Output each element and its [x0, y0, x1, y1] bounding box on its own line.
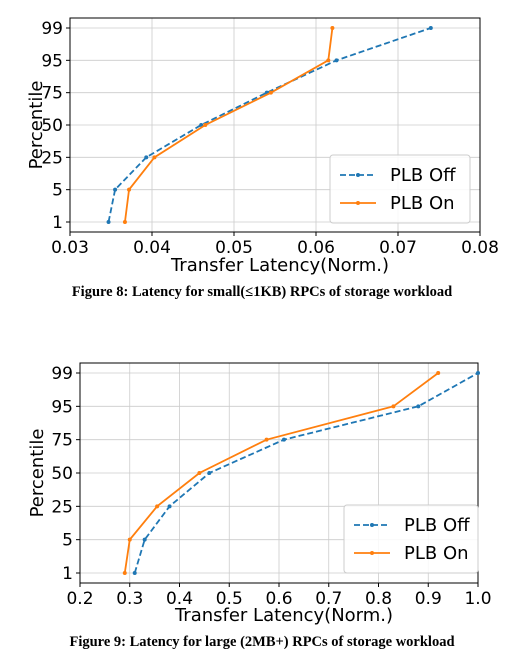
x-tick-label: 0.8	[365, 589, 392, 609]
x-tick-label: 0.05	[215, 238, 253, 258]
legend-label: PLB Off	[390, 165, 456, 186]
legend-label: PLB On	[404, 543, 469, 564]
data-point	[326, 58, 331, 63]
x-axis-label: Transfer Latency(Norm.)	[170, 255, 389, 276]
y-tick-label: 75	[51, 431, 73, 451]
data-point	[132, 571, 137, 575]
data-point	[155, 504, 160, 509]
data-point	[144, 155, 149, 160]
data-point	[391, 404, 396, 409]
y-tick-label: 1	[62, 564, 73, 584]
data-point	[122, 220, 127, 224]
data-point	[197, 471, 202, 475]
legend-marker	[356, 173, 360, 177]
legend: PLB Off PLB On	[329, 154, 471, 224]
data-point	[268, 90, 273, 95]
y-tick-label: 99	[41, 19, 63, 39]
x-tick-label: 0.4	[166, 589, 193, 609]
y-tick-label: 95	[41, 51, 63, 71]
figure-caption: Figure 8: Latency for small(≤1KB) RPCs o…	[72, 284, 452, 300]
x-tick-label: 0.06	[297, 238, 335, 258]
y-axis-label: Percentile	[27, 429, 48, 518]
data-point	[167, 504, 172, 509]
x-tick-label: 0.08	[461, 238, 499, 258]
data-point	[281, 437, 286, 442]
legend-label: PLB On	[390, 193, 455, 214]
y-tick-label: 25	[41, 148, 63, 168]
x-tick-label: 0.9	[415, 589, 442, 609]
data-point	[428, 26, 433, 30]
data-point	[127, 537, 132, 542]
y-tick-label: 50	[41, 116, 63, 136]
legend: PLB Off PLB On	[343, 504, 479, 574]
data-point	[122, 571, 127, 575]
data-point	[264, 437, 269, 442]
y-tick-label: 99	[51, 364, 73, 384]
x-tick-label: 0.2	[66, 589, 93, 609]
data-point	[416, 404, 421, 409]
x-tick-label: 0.03	[51, 238, 89, 258]
data-point	[203, 123, 208, 127]
legend-marker	[370, 551, 374, 555]
x-tick-label: 0.04	[133, 238, 171, 258]
data-point	[127, 187, 132, 192]
y-tick-label: 75	[41, 84, 63, 104]
data-point	[207, 471, 212, 475]
legend-marker	[370, 523, 374, 527]
x-tick-label: 0.3	[116, 589, 143, 609]
fig8-chart: 0.03 0.04 0.05 0.06 0.07 0.08 1 5 25 50 75 95 99 Tran…	[26, 17, 499, 300]
y-tick-label: 25	[51, 497, 73, 517]
data-point	[142, 537, 147, 542]
data-point	[330, 26, 335, 30]
x-tick-label: 1.0	[464, 589, 491, 609]
data-point	[334, 58, 339, 63]
x-tick-label: 0.6	[265, 589, 292, 609]
x-tick-label: 0.7	[315, 589, 342, 609]
legend-box	[343, 504, 479, 574]
y-tick-label: 1	[52, 213, 63, 233]
x-axis-label: Transfer Latency(Norm.)	[174, 605, 393, 626]
y-tick-label: 5	[52, 181, 63, 201]
legend-marker	[356, 201, 360, 205]
data-point	[152, 155, 157, 160]
data-point	[106, 220, 111, 224]
x-tick-label: 0.5	[216, 589, 243, 609]
figure-caption: Figure 9: Latency for large (2MB+) RPCs …	[69, 634, 454, 650]
fig9-chart: 0.2 0.3 0.4 0.5 0.6 0.7 0.8 0.9 1.0 1 5 25 50 75 95 99 T…	[27, 362, 492, 650]
y-tick-label: 5	[62, 531, 73, 551]
data-point	[113, 187, 118, 192]
y-axis-label: Percentile	[26, 81, 47, 170]
legend-label: PLB Off	[404, 515, 470, 536]
y-tick-label: 95	[51, 397, 73, 417]
legend-box	[329, 154, 471, 224]
data-point	[476, 371, 480, 375]
y-tick-label: 50	[51, 464, 73, 484]
x-tick-label: 0.07	[379, 238, 417, 258]
data-point	[436, 371, 441, 375]
